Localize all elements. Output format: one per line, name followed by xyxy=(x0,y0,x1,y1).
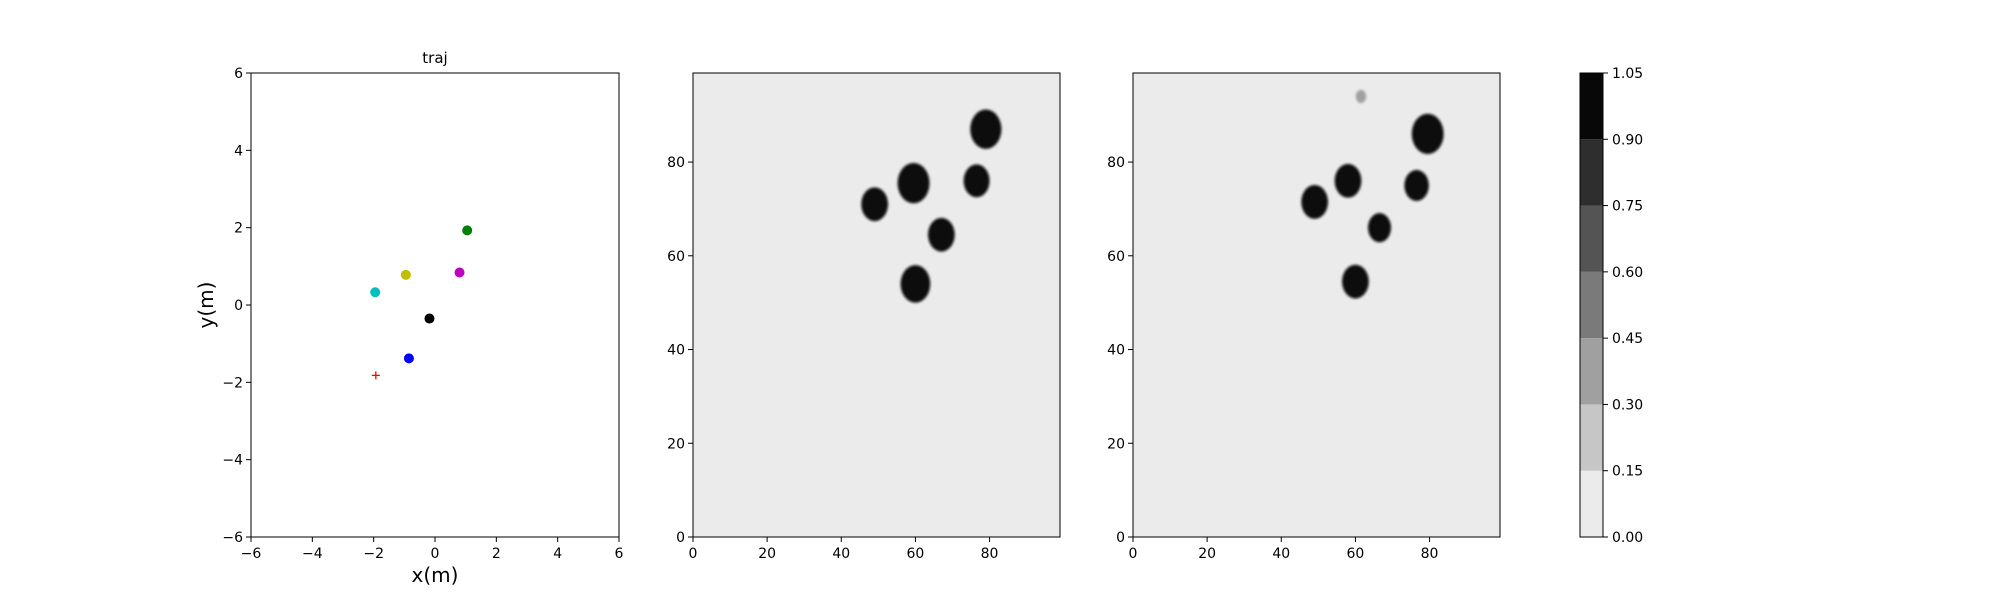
scatter-point xyxy=(403,353,414,364)
y-tick-label: 4 xyxy=(234,143,243,159)
heatmap-blob xyxy=(1301,185,1328,219)
heatmap-background xyxy=(693,73,1060,537)
colorbar-frame xyxy=(1579,72,1604,538)
heatmap-blob xyxy=(963,164,990,198)
x-tick-label: 0 xyxy=(431,546,440,562)
x-axis-label: x(m) xyxy=(412,563,459,587)
scatter-point xyxy=(370,287,381,298)
y-tick-label: 80 xyxy=(1107,155,1125,171)
scatter-point xyxy=(454,267,465,278)
heatmap-blob xyxy=(1355,89,1367,103)
heatmap-blob xyxy=(928,217,955,252)
colorbar-tick-label: 0.30 xyxy=(1612,397,1643,413)
scatter-point xyxy=(400,269,411,280)
y-tick-label: 60 xyxy=(667,249,685,265)
x-tick-label: 20 xyxy=(1198,546,1216,562)
x-tick-label: 0 xyxy=(1129,546,1138,562)
x-tick-label: 40 xyxy=(832,546,850,562)
x-tick-label: 2 xyxy=(492,546,501,562)
heatmap-blob xyxy=(900,265,931,303)
x-tick-label: −6 xyxy=(241,546,262,562)
x-tick-label: 6 xyxy=(615,546,624,562)
heatmap-background xyxy=(1133,73,1500,537)
y-tick-label: 6 xyxy=(234,66,243,82)
colorbar-segment xyxy=(1580,470,1603,537)
plot-frame xyxy=(1132,72,1501,538)
heatmap-blob xyxy=(897,162,930,204)
colorbar-segment xyxy=(1580,271,1603,339)
heatmap-plot-2: 0 20 40 60 80 0 20 40 60 80 xyxy=(1107,72,1501,562)
heatmap-blob xyxy=(1404,170,1429,201)
x-tick-label: −4 xyxy=(302,546,323,562)
y-ticks: −6 −4 −2 0 2 4 6 xyxy=(222,66,251,546)
x-ticks: −6 −4 −2 0 2 4 6 xyxy=(241,537,624,562)
heatmap-blob xyxy=(1368,213,1392,243)
colorbar-tick-label: 0.15 xyxy=(1612,464,1643,480)
colorbar-tick-label: 0.45 xyxy=(1612,331,1643,347)
heatmap-blob xyxy=(970,109,1002,149)
colorbar-segment xyxy=(1580,338,1603,405)
colorbar-tick-label: 0.90 xyxy=(1612,132,1643,148)
x-tick-label: −2 xyxy=(363,546,384,562)
colorbar-tick-label: 1.05 xyxy=(1612,66,1643,82)
heatmap-blob xyxy=(861,187,888,222)
y-tick-label: −6 xyxy=(222,530,243,546)
x-tick-label: 4 xyxy=(553,546,562,562)
heatmap-blob xyxy=(1342,264,1369,299)
x-ticks: 0 20 40 60 80 xyxy=(1129,537,1439,562)
y-tick-label: 40 xyxy=(1107,343,1125,359)
scatter-point xyxy=(424,313,435,324)
x-tick-label: 60 xyxy=(907,546,925,562)
colorbar-segment xyxy=(1580,73,1603,140)
y-tick-label: 20 xyxy=(667,436,685,452)
x-tick-label: 80 xyxy=(981,546,999,562)
y-tick-label: 40 xyxy=(667,343,685,359)
y-tick-label: 20 xyxy=(1107,436,1125,452)
y-tick-label: −4 xyxy=(222,453,243,469)
trajectory-plot: traj −6 −4 −2 0 2 4 6 −6 −4 −2 0 2 4 6 x(m) y(m) xyxy=(194,49,624,587)
y-tick-label: 0 xyxy=(1116,530,1125,546)
colorbar-segments xyxy=(1580,73,1603,537)
heatmap-plot-1: 0 20 40 60 80 0 20 40 60 80 xyxy=(667,72,1061,562)
y-tick-label: 0 xyxy=(234,298,243,314)
colorbar-ticks: 0.00 0.15 0.30 0.45 0.60 0.75 0.90 1.05 xyxy=(1603,66,1643,546)
y-tick-label: 80 xyxy=(667,155,685,171)
plot-frame xyxy=(692,72,1061,538)
y-tick-label: −2 xyxy=(222,375,243,391)
heatmap-blob xyxy=(1334,163,1362,198)
x-tick-label: 40 xyxy=(1272,546,1290,562)
x-ticks: 0 20 40 60 80 xyxy=(689,537,999,562)
x-tick-label: 0 xyxy=(689,546,698,562)
y-tick-label: 2 xyxy=(234,221,243,237)
scatter-point xyxy=(462,225,473,236)
scatter-points xyxy=(370,225,473,380)
colorbar-tick-label: 0.60 xyxy=(1612,265,1643,281)
x-tick-label: 60 xyxy=(1347,546,1365,562)
plot-title: traj xyxy=(422,49,447,67)
colorbar-tick-label: 0.00 xyxy=(1612,530,1643,546)
y-tick-label: 0 xyxy=(676,530,685,546)
x-tick-label: 80 xyxy=(1421,546,1439,562)
colorbar-segment xyxy=(1580,404,1603,471)
heatmap-blob xyxy=(1411,113,1444,155)
x-tick-label: 20 xyxy=(758,546,776,562)
colorbar-tick-label: 0.75 xyxy=(1612,199,1643,215)
heatmap-blobs xyxy=(1301,89,1444,299)
y-ticks: 0 20 40 60 80 xyxy=(667,155,693,546)
plot-area xyxy=(250,72,620,538)
y-ticks: 0 20 40 60 80 xyxy=(1107,155,1133,546)
colorbar-segment xyxy=(1580,205,1603,272)
y-tick-label: 60 xyxy=(1107,249,1125,265)
colorbar-segment xyxy=(1580,139,1603,206)
colorbar: 0.00 0.15 0.30 0.45 0.60 0.75 0.90 1.05 xyxy=(1579,66,1643,546)
scatter-point-plus xyxy=(371,371,380,380)
heatmap-blobs xyxy=(861,109,1002,303)
y-axis-label: y(m) xyxy=(194,282,218,329)
